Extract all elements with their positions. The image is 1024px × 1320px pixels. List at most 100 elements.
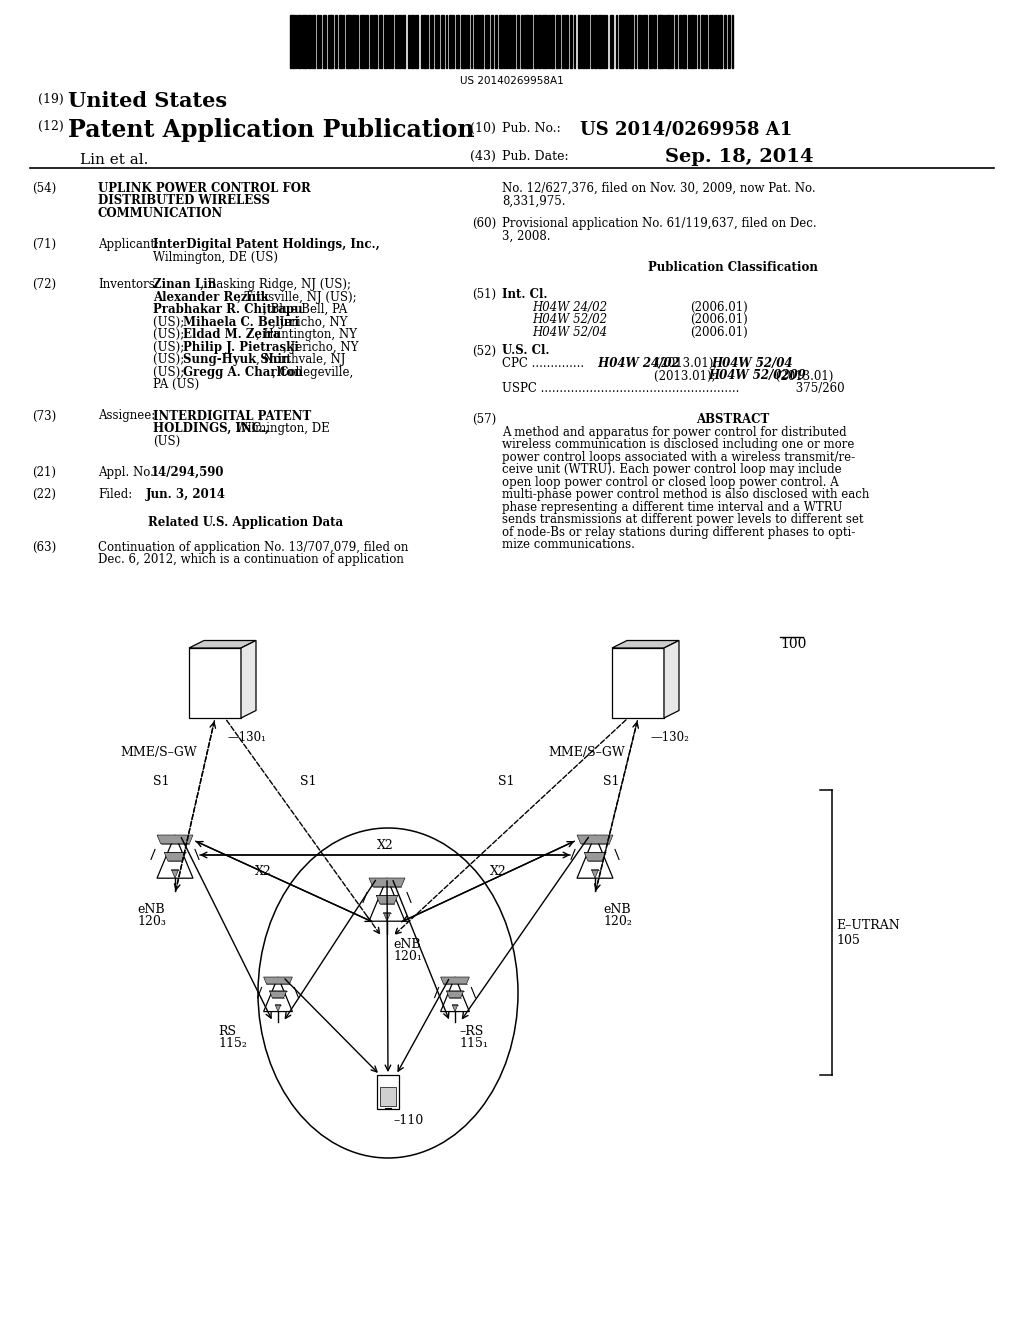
- Polygon shape: [263, 977, 293, 1011]
- Bar: [485, 15, 488, 69]
- Polygon shape: [369, 878, 406, 921]
- Bar: [573, 15, 575, 69]
- Text: Provisional application No. 61/119,637, filed on Dec.: Provisional application No. 61/119,637, …: [502, 216, 816, 230]
- Bar: [672, 15, 673, 69]
- Bar: [675, 15, 677, 69]
- Polygon shape: [577, 836, 613, 878]
- Bar: [603, 15, 604, 69]
- Polygon shape: [446, 991, 464, 998]
- Bar: [415, 15, 418, 69]
- Bar: [490, 15, 493, 69]
- Bar: [690, 15, 693, 69]
- Bar: [495, 15, 497, 69]
- Bar: [473, 15, 475, 69]
- Text: X2: X2: [255, 865, 271, 878]
- Bar: [440, 15, 444, 69]
- Text: H04W 52/0209: H04W 52/0209: [709, 370, 807, 383]
- Text: DISTRIBUTED WIRELESS: DISTRIBUTED WIRELESS: [98, 194, 270, 207]
- Text: S1: S1: [603, 775, 620, 788]
- Bar: [373, 15, 377, 69]
- Bar: [622, 15, 624, 69]
- Text: , Northvale, NJ: , Northvale, NJ: [256, 354, 346, 366]
- Text: (10): (10): [470, 121, 496, 135]
- Text: Appl. No.:: Appl. No.:: [98, 466, 158, 479]
- Bar: [434, 15, 439, 69]
- Bar: [335, 15, 337, 69]
- Text: Publication Classification: Publication Classification: [648, 261, 818, 273]
- Text: Lin et al.: Lin et al.: [80, 153, 148, 168]
- Text: multi-phase power control method is also disclosed with each: multi-phase power control method is also…: [502, 488, 869, 502]
- Text: UPLINK POWER CONTROL FOR: UPLINK POWER CONTROL FOR: [98, 182, 310, 195]
- Bar: [652, 15, 656, 69]
- Bar: [709, 15, 710, 69]
- Text: Zinan Lin: Zinan Lin: [153, 279, 216, 292]
- Bar: [479, 15, 483, 69]
- Text: , Basking Ridge, NJ (US);: , Basking Ridge, NJ (US);: [201, 279, 351, 292]
- Text: , Titusville, NJ (US);: , Titusville, NJ (US);: [237, 290, 356, 304]
- Bar: [682, 15, 685, 69]
- Bar: [509, 15, 511, 69]
- Text: (US): (US): [153, 434, 180, 447]
- Text: (2013.01);: (2013.01);: [651, 356, 721, 370]
- Bar: [638, 15, 641, 69]
- Bar: [551, 15, 554, 69]
- Bar: [642, 15, 647, 69]
- Text: open loop power control or closed loop power control. A: open loop power control or closed loop p…: [502, 475, 839, 488]
- Polygon shape: [263, 977, 293, 983]
- Text: X2: X2: [490, 865, 507, 878]
- Bar: [565, 15, 567, 69]
- Polygon shape: [171, 870, 178, 878]
- Bar: [588, 15, 589, 69]
- Bar: [453, 15, 454, 69]
- Text: Philip J. Pietraski: Philip J. Pietraski: [183, 341, 299, 354]
- Polygon shape: [612, 640, 679, 648]
- Text: (72): (72): [32, 279, 56, 292]
- Text: , Blue Bell, PA: , Blue Bell, PA: [263, 304, 347, 317]
- Bar: [476, 15, 478, 69]
- Bar: [598, 15, 601, 69]
- Text: Applicant:: Applicant:: [98, 238, 159, 251]
- Polygon shape: [592, 870, 599, 878]
- Bar: [401, 15, 406, 69]
- Text: H04W 52/04: H04W 52/04: [532, 326, 607, 339]
- Text: (22): (22): [32, 488, 56, 502]
- Text: MME/S–GW: MME/S–GW: [548, 746, 625, 759]
- Text: 3, 2008.: 3, 2008.: [502, 230, 551, 243]
- Bar: [724, 15, 726, 69]
- Text: H04W 52/02: H04W 52/02: [532, 313, 607, 326]
- Text: Inventors:: Inventors:: [98, 279, 159, 292]
- Bar: [342, 15, 344, 69]
- Bar: [538, 15, 541, 69]
- Bar: [715, 15, 718, 69]
- Bar: [697, 15, 699, 69]
- Text: 14/294,590: 14/294,590: [151, 466, 224, 479]
- Bar: [189, 648, 241, 718]
- Text: (US);: (US);: [153, 329, 188, 342]
- Text: —130₁: —130₁: [227, 731, 266, 744]
- Text: mize communications.: mize communications.: [502, 539, 635, 552]
- Text: S1: S1: [300, 775, 316, 788]
- Text: 375/260: 375/260: [792, 381, 845, 395]
- Text: E–UTRAN
105: E–UTRAN 105: [836, 919, 900, 946]
- Text: Sung-Hyuk Shin: Sung-Hyuk Shin: [183, 354, 291, 366]
- Bar: [658, 15, 663, 69]
- Bar: [317, 15, 318, 69]
- Text: (54): (54): [32, 182, 56, 195]
- Text: –RS: –RS: [459, 1026, 483, 1038]
- Text: phase representing a different time interval and a WTRU: phase representing a different time inte…: [502, 500, 843, 513]
- Text: Sep. 18, 2014: Sep. 18, 2014: [665, 148, 813, 166]
- Text: power control loops associated with a wireless transmit/re-: power control loops associated with a wi…: [502, 450, 855, 463]
- Text: 115₂: 115₂: [218, 1038, 247, 1049]
- Bar: [687, 15, 689, 69]
- Bar: [308, 15, 310, 69]
- Text: U.S. Cl.: U.S. Cl.: [502, 345, 550, 358]
- Text: Pub. Date:: Pub. Date:: [502, 150, 568, 162]
- Text: (71): (71): [32, 238, 56, 251]
- Bar: [700, 15, 705, 69]
- Bar: [649, 15, 651, 69]
- Text: HOLDINGS, INC.,: HOLDINGS, INC.,: [153, 422, 269, 436]
- Bar: [319, 15, 321, 69]
- Polygon shape: [577, 836, 613, 843]
- Text: US 20140269958A1: US 20140269958A1: [460, 77, 564, 86]
- Bar: [312, 15, 314, 69]
